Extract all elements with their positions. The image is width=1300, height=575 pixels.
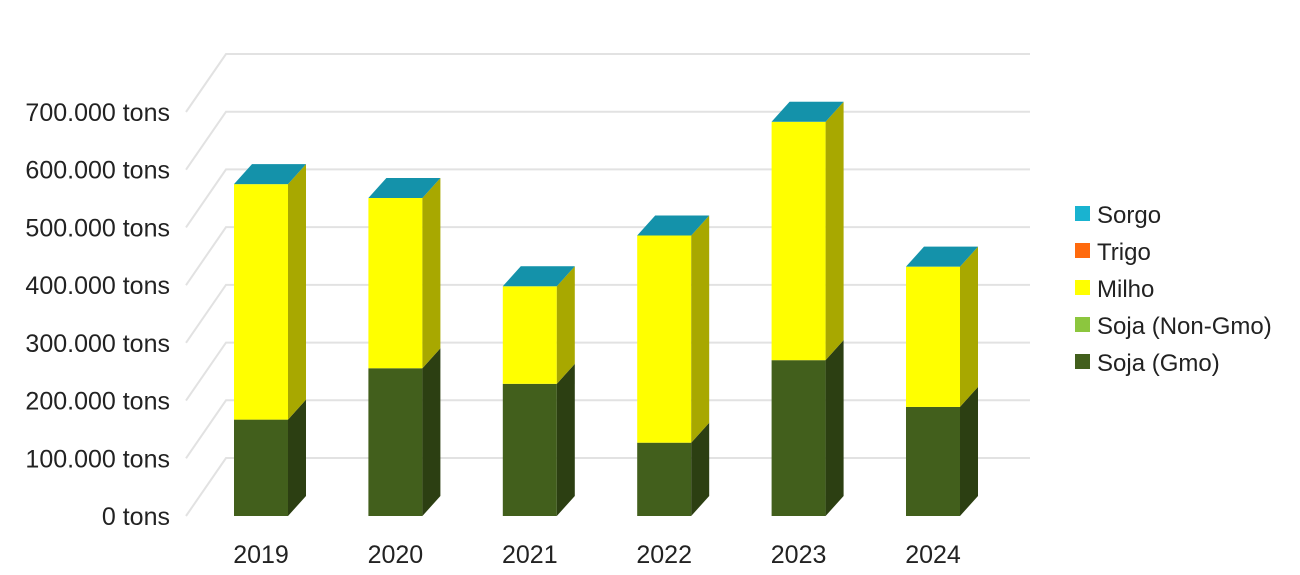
- bar-group-2023: [771, 101, 844, 516]
- bar-top-face: [502, 266, 575, 287]
- x-tick-label: 2022: [636, 541, 692, 569]
- bar-top-shade: [368, 177, 441, 198]
- legend-swatch: [1075, 243, 1090, 258]
- bar-segment-soja-gmo-: [771, 360, 826, 516]
- legend-swatch: [1075, 206, 1090, 221]
- x-tick-label: 2023: [771, 541, 827, 569]
- bar-segment-milho: [906, 266, 960, 407]
- bar-side-face: [288, 164, 306, 420]
- y-tick-label: 200.000 tons: [25, 388, 170, 416]
- gridline: [185, 168, 1030, 228]
- bar-group-2024: [906, 246, 978, 516]
- bar-side-face: [691, 422, 710, 516]
- x-tick-label: 2020: [368, 541, 424, 569]
- y-tick-label: 500.000 tons: [25, 214, 170, 242]
- legend-swatch: [1075, 280, 1090, 295]
- bar-segment-milho: [368, 197, 423, 369]
- bar-top-shade: [502, 266, 575, 287]
- bar-segment-milho: [502, 286, 557, 384]
- bar-segment-soja-gmo-: [234, 419, 288, 516]
- x-tick-label: 2021: [502, 541, 558, 569]
- bar-segment-soja-gmo-: [502, 383, 557, 516]
- legend: Sorgo Trigo Milho Soja (Non-Gmo) Soja (Gmo): [1075, 202, 1272, 377]
- gridline: [185, 283, 1030, 344]
- bar-side-face: [960, 246, 978, 407]
- bar-side-face: [556, 266, 575, 384]
- x-tick-label: 2024: [905, 541, 961, 569]
- bar-side-face: [825, 101, 844, 361]
- bar-group-2022: [637, 215, 710, 516]
- legend-label: Trigo: [1097, 239, 1151, 266]
- y-tick-label: 100.000 tons: [25, 445, 170, 473]
- y-tick-label: 0 tons: [102, 503, 170, 531]
- bar-segment-soja-gmo-: [368, 368, 423, 516]
- bar-segment-milho: [771, 121, 826, 361]
- legend-item: Soja (Non-Gmo): [1075, 313, 1272, 340]
- bar-top-face: [637, 215, 710, 236]
- gridline: [185, 457, 1030, 517]
- bar-side-face: [288, 399, 306, 516]
- bar-side-face: [422, 177, 441, 369]
- legend-item: Sorgo: [1075, 202, 1161, 229]
- bar-top-face: [771, 101, 844, 122]
- x-axis-ticks: 2019 2020 2021 2022 2023 2024: [233, 541, 961, 569]
- bar-side-face: [691, 215, 710, 443]
- y-tick-label: 400.000 tons: [25, 272, 170, 300]
- bar-top-face: [368, 177, 441, 198]
- y-axis-ticks: 0 tons 100.000 tons 200.000 tons 300.000 to…: [25, 99, 170, 531]
- x-tick-label: 2019: [233, 541, 289, 569]
- bar-top-face: [906, 246, 978, 267]
- legend-swatch: [1075, 317, 1090, 332]
- bar-top-shade: [637, 215, 710, 236]
- bars: [234, 101, 978, 516]
- legend-item: Trigo: [1075, 239, 1151, 266]
- bar-segment-milho: [637, 235, 692, 443]
- legend-label: Soja (Non-Gmo): [1097, 313, 1272, 340]
- gridline: [185, 399, 1030, 459]
- bar-side-face: [422, 348, 441, 516]
- legend-label: Milho: [1097, 276, 1154, 303]
- legend-item: Soja (Gmo): [1075, 350, 1220, 377]
- bar-top-shade: [771, 101, 844, 122]
- bar-segment-soja-gmo-: [637, 442, 692, 516]
- bar-side-face: [825, 340, 844, 516]
- bar-side-face: [556, 363, 575, 516]
- y-tick-label: 700.000 tons: [25, 99, 170, 127]
- y-tick-label: 300.000 tons: [25, 330, 170, 358]
- gridline: [185, 226, 1030, 286]
- bar-top-face: [234, 164, 306, 185]
- gridline: [185, 341, 1030, 402]
- bar-segment-soja-gmo-: [906, 406, 960, 516]
- bar-top-shade: [234, 164, 306, 185]
- gridline: [185, 53, 1030, 113]
- bar-group-2019: [234, 164, 306, 516]
- bar-segment-milho: [234, 184, 288, 420]
- gridlines: [185, 53, 1030, 517]
- gridline: [185, 110, 1030, 171]
- bar-top-shade: [906, 246, 978, 267]
- legend-label: Sorgo: [1097, 202, 1161, 229]
- bar-side-face: [960, 386, 978, 516]
- y-tick-label: 600.000 tons: [25, 157, 170, 185]
- legend-label: Soja (Gmo): [1097, 350, 1220, 377]
- bar-group-2021: [502, 266, 575, 516]
- legend-item: Milho: [1075, 276, 1154, 303]
- bar-group-2020: [368, 177, 441, 516]
- legend-swatch: [1075, 354, 1090, 369]
